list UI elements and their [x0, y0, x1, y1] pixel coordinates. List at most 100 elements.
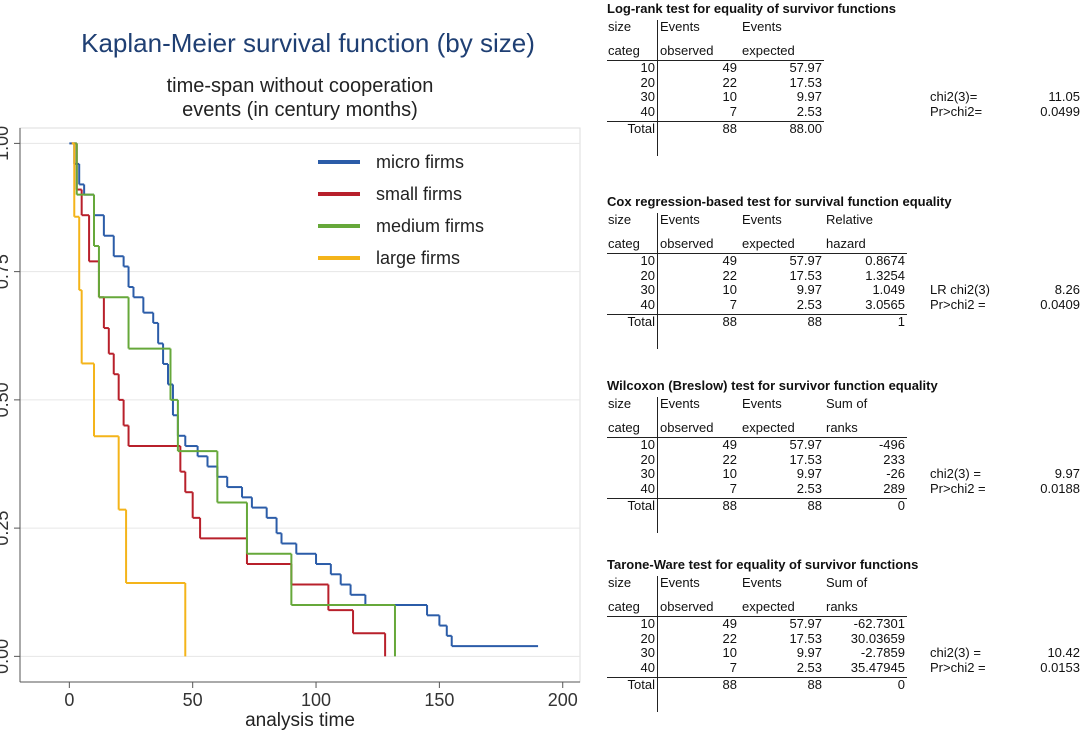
table-cell: 2.53 [796, 297, 822, 313]
table-cell: 7 [729, 297, 737, 313]
stat-value: 11.05 [1048, 89, 1080, 105]
table-header: size [608, 396, 632, 411]
stat-value: 8.26 [1054, 282, 1080, 298]
table-header: Events [742, 575, 782, 590]
table-cell: Total [627, 313, 655, 329]
table-cell: 233 [883, 451, 905, 467]
table-cell: 17.53 [789, 74, 822, 90]
table-cell: 7 [729, 660, 737, 676]
stat-value: 9.97 [1054, 466, 1080, 482]
table-cell: 10 [640, 60, 655, 75]
chart-title: Kaplan-Meier survival function (by size) [81, 28, 535, 58]
table-cell: 40 [640, 297, 655, 313]
table-cell: 30 [640, 282, 655, 298]
plot-area [19, 127, 581, 683]
table-header: observed [660, 43, 714, 58]
table-header: ranks [826, 420, 858, 435]
table-header: size [608, 19, 632, 34]
table-cell: 2.53 [796, 104, 822, 120]
table-cell: 3.0565 [865, 297, 905, 313]
table-title: Log-rank test for equality of survivor f… [607, 1, 896, 16]
table-cell: 88.00 [789, 120, 822, 136]
table-header: categ [608, 43, 640, 58]
x-tick-label: 0 [64, 690, 74, 710]
table-cell: 35.47945 [850, 660, 905, 676]
table-cell: 40 [640, 104, 655, 120]
stat-value: 0.0499 [1040, 104, 1080, 120]
table-cell: 10 [722, 282, 737, 298]
stat-label: Pr>chi2= [930, 104, 983, 120]
table-cell: 30.03659 [850, 630, 905, 646]
table-header: categ [608, 236, 640, 251]
table-cell: 17.53 [789, 630, 822, 646]
x-tick-label: 100 [301, 690, 331, 710]
total-rule [607, 313, 907, 315]
table-header: Events [660, 396, 700, 411]
table-cell: Total [627, 497, 655, 513]
table-header: Sum of [826, 396, 868, 411]
table-cell: 9.97 [796, 645, 822, 661]
table-header: expected [742, 236, 795, 251]
table-cell: 17.53 [789, 451, 822, 467]
table-cell: 40 [640, 660, 655, 676]
column-rule [657, 20, 658, 156]
total-rule [607, 120, 824, 122]
table-header: Sum of [826, 575, 868, 590]
stat-label: chi2(3)= [930, 89, 978, 105]
stat-label: chi2(3) = [930, 645, 981, 661]
table-cell: -26 [886, 466, 905, 482]
table-cell: 7 [729, 104, 737, 120]
table-header: expected [742, 599, 795, 614]
y-tick-label: 0.50 [0, 382, 12, 417]
table-header: Events [742, 19, 782, 34]
stat-value: 0.0153 [1040, 660, 1080, 676]
table-cell: 1.049 [872, 282, 905, 298]
table-cell: -2.7859 [860, 645, 905, 661]
y-tick-label: 0.00 [0, 639, 12, 674]
table-cell: 7 [729, 481, 737, 497]
total-rule [607, 676, 907, 678]
table-cell: 57.97 [789, 437, 822, 452]
total-rule [607, 497, 907, 499]
table-header: categ [608, 599, 640, 614]
table-cell: 88 [722, 497, 737, 513]
table-header: expected [742, 420, 795, 435]
table-cell: 57.97 [789, 616, 822, 631]
table-cell: 1.3254 [865, 267, 905, 283]
table-cell: 289 [883, 481, 905, 497]
table-title: Wilcoxon (Breslow) test for survivor fun… [607, 378, 938, 393]
header-rule [607, 616, 907, 617]
table-header: Events [742, 212, 782, 227]
legend-label: micro firms [376, 152, 464, 172]
table-cell: 22 [722, 451, 737, 467]
table-cell: Total [627, 676, 655, 692]
chart-subtitle: time-span without cooperation [167, 75, 434, 97]
table-cell: 1 [897, 313, 905, 329]
table-cell: 88 [722, 676, 737, 692]
table-cell: -496 [878, 437, 905, 452]
column-rule [657, 213, 658, 349]
chart: Kaplan-Meier survival function (by size)… [0, 28, 581, 731]
table-header: size [608, 212, 632, 227]
table-header: Events [660, 212, 700, 227]
table-cell: 40 [640, 481, 655, 497]
table-cell: 88 [722, 120, 737, 136]
table-cell: 20 [640, 451, 655, 467]
table-cell: 20 [640, 630, 655, 646]
header-rule [607, 60, 824, 61]
table-cell: 22 [722, 630, 737, 646]
table-header: Relative [826, 212, 873, 227]
table-header: observed [660, 236, 714, 251]
table-cell: 22 [722, 267, 737, 283]
legend-label: large firms [376, 248, 460, 268]
y-tick-label: 1.00 [0, 126, 12, 161]
table-cell: 10 [640, 437, 655, 452]
table-cell: Total [627, 120, 655, 136]
table-header: categ [608, 420, 640, 435]
table-cell: 10 [722, 89, 737, 105]
table-cell: 0 [897, 676, 905, 692]
table-header: ranks [826, 599, 858, 614]
table-cell: 2.53 [796, 660, 822, 676]
stat-value: 0.0409 [1040, 297, 1080, 313]
table-header: observed [660, 599, 714, 614]
